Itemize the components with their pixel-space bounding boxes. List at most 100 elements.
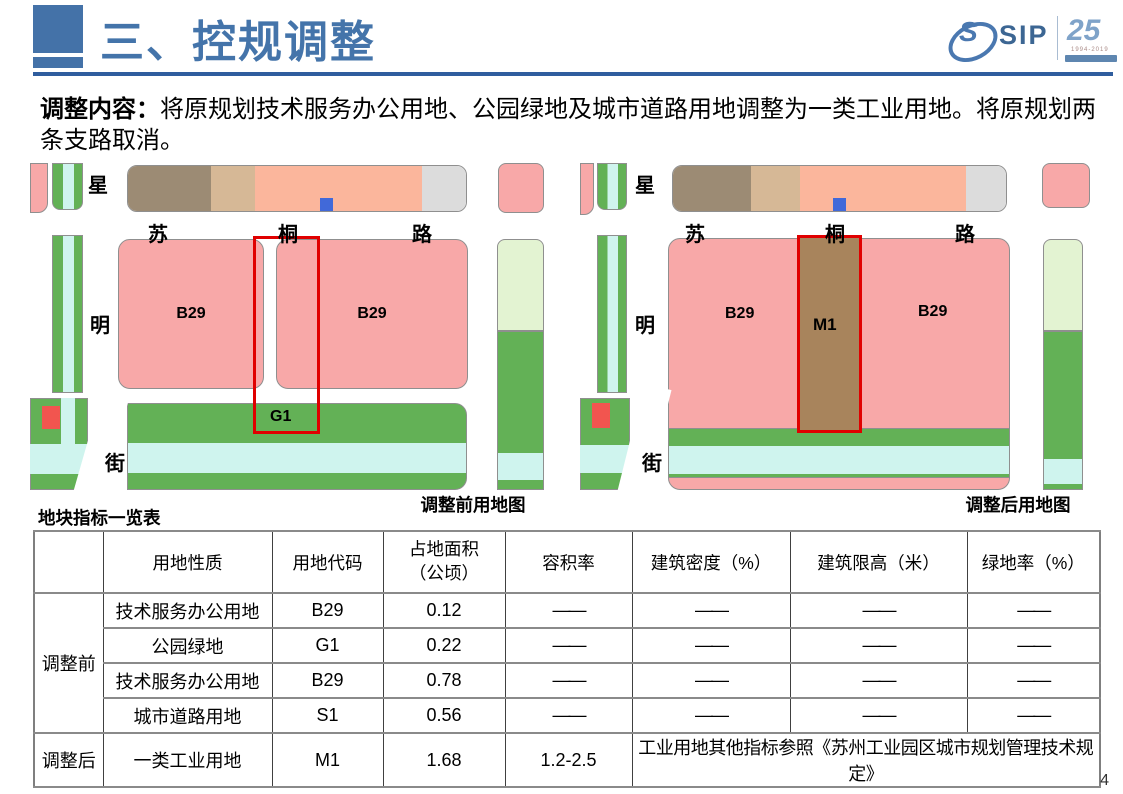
title-decoration-square xyxy=(33,5,83,53)
green-cell: —— xyxy=(966,697,1101,734)
band-segment-peach xyxy=(255,166,423,211)
area-cell: 0.22 xyxy=(382,627,506,664)
nature-cell: 城市道路用地 xyxy=(102,697,273,734)
road-label-lu: 路 xyxy=(955,224,975,246)
parcel-b29-right: B29 xyxy=(276,239,468,389)
map-caption-before: 调整前用地图 xyxy=(420,495,526,515)
far-cell: —— xyxy=(504,662,633,699)
parcel-b29-left: B29 xyxy=(118,239,264,389)
canal-strip xyxy=(61,398,75,444)
parcel-label-b29-left: B29 xyxy=(725,305,755,322)
road-label-ming: 明 xyxy=(90,315,110,337)
corner-parcel xyxy=(1042,163,1090,208)
band-segment-tan xyxy=(750,166,801,211)
road-label-xing: 星 xyxy=(635,175,655,197)
header-code: 用地代码 xyxy=(271,530,384,594)
canal-stripe xyxy=(669,446,1009,474)
logo-divider xyxy=(1057,16,1058,60)
pale-green-parcel xyxy=(497,239,544,331)
after-note-cell: 工业用地其他指标参照《苏州工业园区城市规划管理技术规定》 xyxy=(631,732,1101,788)
code-cell: G1 xyxy=(271,627,384,664)
band-segment-tan xyxy=(210,166,256,211)
group-after-cell: 调整后 xyxy=(33,732,104,788)
band-segment-brown xyxy=(673,166,751,211)
green-parcel xyxy=(497,331,544,490)
map-before: 星 苏 桐 路 明 B29 B29 G1 街 xyxy=(30,163,565,490)
page-title: 三、控规调整 xyxy=(100,18,376,67)
road-label-xing: 星 xyxy=(88,175,108,197)
mixed-use-band xyxy=(127,165,467,212)
canal-strip xyxy=(580,445,630,473)
band-segment-peach xyxy=(800,166,967,211)
green-cell: —— xyxy=(966,662,1101,699)
logo-text-bar xyxy=(1065,55,1117,62)
park-band-g1 xyxy=(127,403,467,490)
park-band xyxy=(668,428,1010,478)
road-label-ming: 明 xyxy=(635,315,655,337)
title-decoration-bar xyxy=(33,57,83,68)
sip-wordmark: SIP xyxy=(999,20,1049,50)
parcel-label-b29-right: B29 xyxy=(918,303,948,320)
greenway-strip xyxy=(597,163,627,210)
band-segment-gray xyxy=(966,166,1006,211)
code-cell: B29 xyxy=(271,662,384,699)
greenway-strip xyxy=(52,235,83,393)
header-far: 容积率 xyxy=(504,530,633,594)
map-after: 星 苏 桐 路 明 B29 B29 M1 街 xyxy=(580,163,1123,490)
far-cell: —— xyxy=(504,627,633,664)
nature-cell: 公园绿地 xyxy=(102,627,273,664)
nature-cell: 一类工业用地 xyxy=(102,732,273,788)
density-cell: —— xyxy=(631,592,791,629)
parcel-m1 xyxy=(797,235,862,433)
road-label-tong: 桐 xyxy=(278,224,298,246)
red-parcel xyxy=(592,403,610,428)
density-cell: —— xyxy=(631,627,791,664)
band-segment-brown xyxy=(128,166,211,211)
header-group xyxy=(33,530,104,594)
map-caption-after: 调整后用地图 xyxy=(965,495,1071,515)
density-cell: —— xyxy=(631,697,791,734)
adjustment-description-label: 调整内容： xyxy=(40,96,160,123)
table-header-row: 用地性质 用地代码 占地面积 （公顷） 容积率 建筑密度（%） 建筑限高（米） … xyxy=(33,530,1101,594)
nature-cell: 技术服务办公用地 xyxy=(102,592,273,629)
header-density: 建筑密度（%） xyxy=(631,530,791,594)
height-cell: —— xyxy=(789,662,968,699)
density-cell: —— xyxy=(631,662,791,699)
canal-stripe xyxy=(498,453,543,480)
canal-stripe xyxy=(128,443,466,473)
page-number: 4 xyxy=(1100,772,1109,789)
area-cell: 0.12 xyxy=(382,592,506,629)
corner-parcel xyxy=(498,163,544,213)
road-label-su: 苏 xyxy=(148,224,168,246)
height-cell: —— xyxy=(789,627,968,664)
parcel-label-b29-left: B29 xyxy=(176,305,206,322)
nature-cell: 技术服务办公用地 xyxy=(102,662,273,699)
header-area: 占地面积 （公顷） xyxy=(382,530,506,594)
area-cell: 1.68 xyxy=(382,732,506,788)
band-segment-gray xyxy=(422,166,466,211)
area-cell: 0.78 xyxy=(382,662,506,699)
parcel-label-b29-right: B29 xyxy=(357,305,387,322)
header-green: 绿地率（%） xyxy=(966,530,1101,594)
sip-s-glyph: S xyxy=(959,16,978,47)
table-row: 技术服务办公用地 B29 0.78 —— —— —— —— xyxy=(34,662,1101,699)
parcel-label-m1: M1 xyxy=(813,315,837,334)
road-label-tong: 桐 xyxy=(825,224,845,246)
road-label-su: 苏 xyxy=(685,224,705,246)
blue-marker xyxy=(320,198,334,211)
code-cell: M1 xyxy=(271,732,384,788)
corner-parcel xyxy=(580,163,594,215)
code-cell: B29 xyxy=(271,592,384,629)
table-row: 公园绿地 G1 0.22 —— —— —— —— xyxy=(34,627,1101,664)
table-row: 城市道路用地 S1 0.56 —— —— —— —— xyxy=(34,697,1101,734)
road-label-jie: 街 xyxy=(642,453,662,475)
corner-parcel xyxy=(30,163,48,213)
far-cell: —— xyxy=(504,592,633,629)
height-cell: —— xyxy=(789,592,968,629)
canal-strip xyxy=(30,444,88,474)
parcel-indicator-table: 用地性质 用地代码 占地面积 （公顷） 容积率 建筑密度（%） 建筑限高（米） … xyxy=(33,530,1101,788)
anniversary-25-mark: 25 xyxy=(1067,14,1101,47)
title-rule xyxy=(33,72,1113,76)
green-cell: —— xyxy=(966,592,1101,629)
